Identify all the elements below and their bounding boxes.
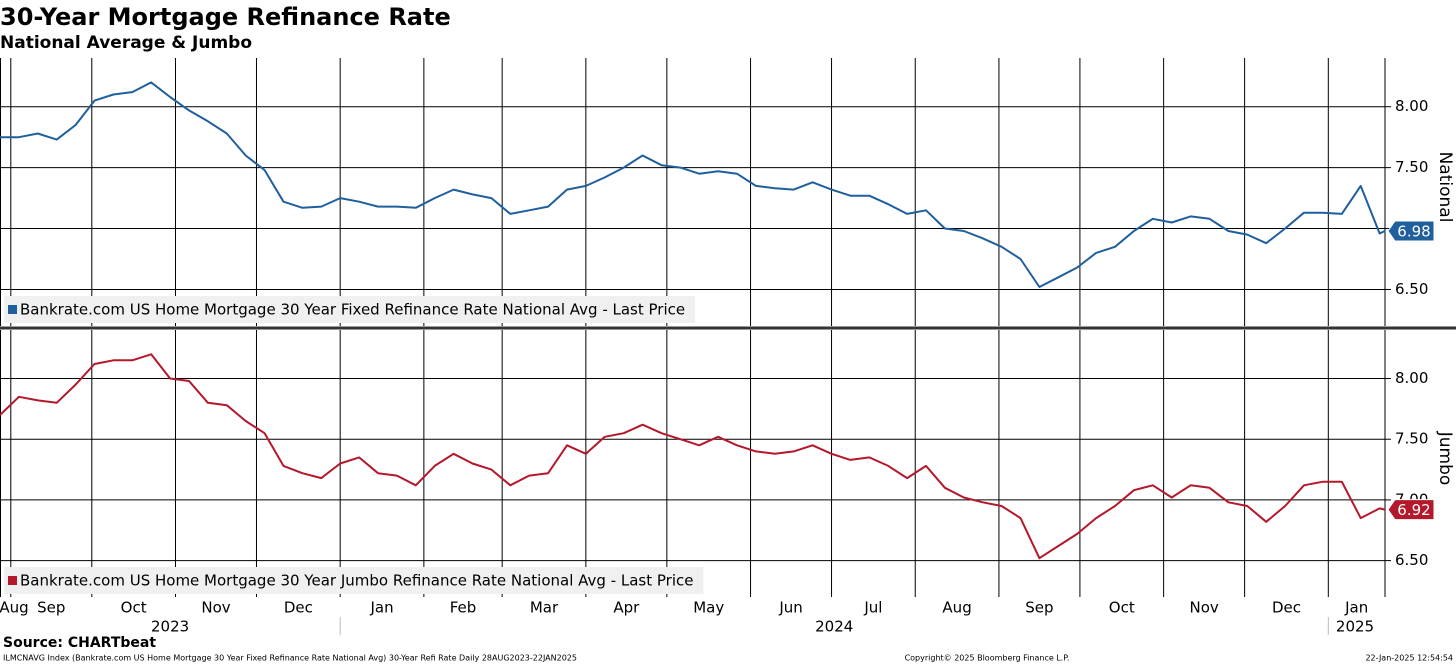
legend: Bankrate.com US Home Mortgage 30 Year Fi… <box>4 296 696 323</box>
footer-note: ILMCNAVG Index (Bankrate.com US Home Mor… <box>3 654 577 663</box>
legend-swatch <box>8 576 17 585</box>
legend-background <box>4 296 696 323</box>
x-tick-label: Jan <box>369 599 393 617</box>
y-tick-label: 7.50 <box>1395 430 1428 448</box>
legend-swatch <box>8 305 17 314</box>
x-tick-label: Apr <box>613 599 640 617</box>
x-tick-label: Sep <box>37 599 65 617</box>
series-line <box>0 353 1386 560</box>
x-tick-label: Nov <box>201 599 230 617</box>
panel-label: Jumbo <box>1435 431 1455 486</box>
y-tick-label: 8.00 <box>1395 369 1428 387</box>
x-tick-label: Dec <box>1272 599 1301 617</box>
legend-background <box>4 567 704 594</box>
chart-title: 30-Year Mortgage Refinance Rate <box>0 3 451 31</box>
timestamp: 22-Jan-2025 12:54:54 <box>1365 654 1453 663</box>
last-value-label: 6.98 <box>1397 222 1430 240</box>
year-label: 2024 <box>815 618 853 636</box>
x-tick-label: Jul <box>863 599 882 617</box>
last-value-label: 6.92 <box>1397 501 1430 519</box>
year-label: 2023 <box>151 618 189 636</box>
last-value-tag <box>1387 220 1435 242</box>
copyright: Copyright© 2025 Bloomberg Finance L.P. <box>905 654 1070 663</box>
x-tick-label: Mar <box>530 599 559 617</box>
y-tick-label: 6.50 <box>1395 280 1428 298</box>
panel-label: National <box>1435 152 1455 223</box>
x-tick-label: Oct <box>1109 599 1135 617</box>
legend-label: Bankrate.com US Home Mortgage 30 Year Ju… <box>20 572 693 590</box>
chart-subtitle: National Average & Jumbo <box>0 33 252 53</box>
x-tick-label: Jan <box>1344 599 1368 617</box>
y-tick-label: 7.50 <box>1395 158 1428 176</box>
year-label: 2025 <box>1336 618 1374 636</box>
x-tick-label: Jun <box>778 599 802 617</box>
x-tick-label: May <box>693 599 724 617</box>
y-tick-label: 6.50 <box>1395 551 1428 569</box>
x-tick-label: Aug <box>0 599 29 617</box>
x-tick-label: Oct <box>121 599 147 617</box>
series-line <box>0 81 1386 288</box>
y-tick-label: 8.00 <box>1395 97 1428 115</box>
x-tick-label: Nov <box>1189 599 1218 617</box>
last-value-tag <box>1387 499 1435 521</box>
x-tick-label: Feb <box>450 599 477 617</box>
legend: Bankrate.com US Home Mortgage 30 Year Ju… <box>4 567 704 594</box>
source: Source: CHARTbeat <box>3 635 156 651</box>
x-tick-label: Sep <box>1025 599 1053 617</box>
legend-label: Bankrate.com US Home Mortgage 30 Year Fi… <box>20 301 685 319</box>
x-tick-label: Dec <box>284 599 313 617</box>
x-tick-label: Aug <box>942 599 971 617</box>
